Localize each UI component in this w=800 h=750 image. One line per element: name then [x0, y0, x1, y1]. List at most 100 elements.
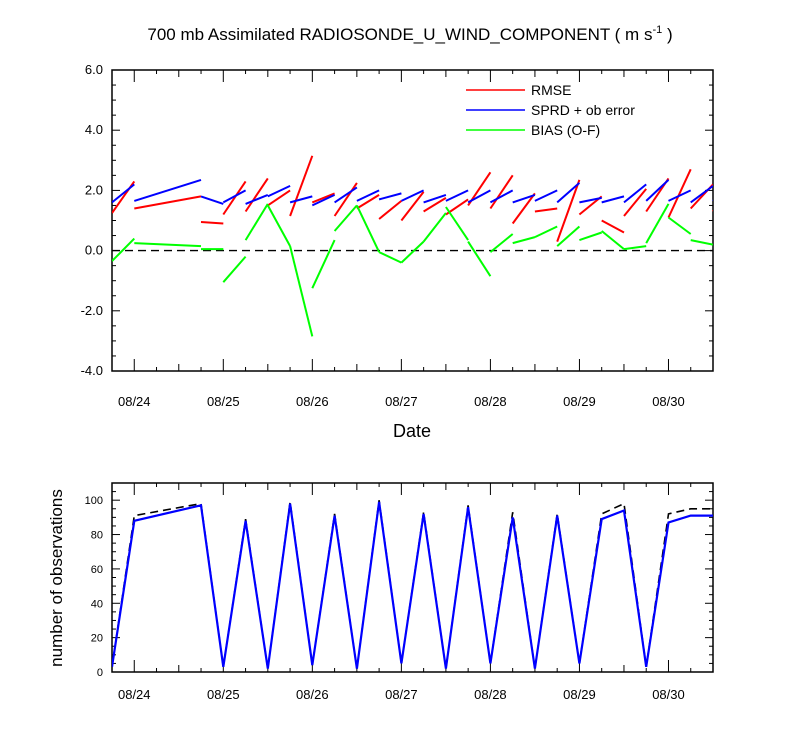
- sprd-line-segment: [645, 179, 670, 202]
- bias-line-segment: [512, 236, 536, 245]
- bias-line-segment: [112, 237, 136, 262]
- top-plot-area: -4.0 -2.0 0.0 2.0 4.0 6.0 08/24 08/25 08/26 08/27…: [81, 62, 714, 409]
- x-tick-label: 08/29: [563, 687, 596, 702]
- y-tick-label: 40: [91, 598, 103, 610]
- y-tick-label: 100: [85, 495, 103, 507]
- rmse-line-segment: [712, 209, 713, 212]
- rmse-line-segment: [200, 221, 224, 225]
- bias-line-segment: [400, 240, 425, 264]
- sprd-line-segment: [245, 193, 269, 205]
- y-tick-label: 20: [91, 633, 103, 645]
- x-tick-label: 08/26: [296, 394, 329, 409]
- rmse-legend-label: RMSE: [531, 82, 571, 98]
- sprd-line-segment: [378, 192, 402, 201]
- bias-line-segment: [289, 245, 314, 337]
- sprd-line-segment: [467, 189, 491, 204]
- y-tick-label: 2.0: [85, 182, 103, 197]
- y-tick-label: -4.0: [81, 363, 103, 378]
- x-tick-label: 08/29: [563, 394, 596, 409]
- sprd-line-segment: [489, 189, 514, 204]
- rmse-line-segment: [222, 180, 247, 216]
- sprd-line-segment: [512, 193, 536, 204]
- rmse-line-segment: [267, 189, 291, 207]
- sprd-line-segment: [222, 189, 247, 204]
- bias-line-segment: [355, 204, 381, 253]
- top-chart: 700 mb Assimilated RADIOSONDE_U_WIND_COM…: [81, 24, 714, 441]
- y-tick-label: 80: [91, 530, 103, 542]
- sprd-line-segment: [556, 182, 581, 204]
- x-tick-label: 08/25: [207, 687, 240, 702]
- y-tick-label: 0.0: [85, 243, 103, 258]
- x-tick-label: 08/26: [296, 687, 329, 702]
- rmse-line-segment: [601, 219, 625, 234]
- rmse-line-segment: [623, 188, 647, 217]
- bias-line-segment: [667, 216, 692, 235]
- y-tick-label: 60: [91, 564, 103, 576]
- bias-line-segment: [222, 255, 247, 283]
- bias-line-segment: [534, 225, 558, 239]
- bias-line-segment: [378, 251, 402, 264]
- rmse-line-segment: [511, 192, 536, 225]
- sprd-line-segment: [133, 178, 202, 202]
- bias-line-segment: [489, 233, 514, 253]
- bias-line-segment: [333, 204, 358, 232]
- sprd-line-segment: [334, 186, 358, 204]
- chart-title: 700 mb Assimilated RADIOSONDE_U_WIND_COM…: [147, 24, 672, 44]
- bias-line-segment: [623, 245, 647, 251]
- x-tick-label: 08/24: [118, 687, 151, 702]
- rmse-line-segment: [289, 155, 314, 217]
- rmse-line-segment: [378, 200, 403, 220]
- legend: RMSE SPRD + ob error BIAS (O-F): [466, 82, 635, 138]
- x-tick-label: 08/30: [652, 687, 685, 702]
- sprd-line-segment: [579, 196, 602, 204]
- series-lines: [112, 155, 713, 337]
- bias-line-segment: [579, 231, 603, 242]
- bias-line-segment: [645, 203, 670, 244]
- bias-line-segment: [601, 230, 625, 250]
- y-axis-label: number of observations: [47, 489, 66, 667]
- bias-line-segment: [445, 206, 469, 241]
- bias-line-segment: [134, 242, 202, 248]
- x-tick-label: 08/24: [118, 394, 151, 409]
- rmse-line-segment: [356, 194, 380, 210]
- sprd-line-segment: [445, 189, 469, 202]
- bias-line-segment: [556, 225, 581, 247]
- sprd-line-segment: [601, 195, 625, 204]
- bias-line-segment: [311, 239, 336, 289]
- x-tick-label: 08/30: [652, 394, 685, 409]
- x-tick-label: 08/28: [474, 687, 507, 702]
- rmse-line-segment: [556, 179, 581, 242]
- sprd-line-segment: [623, 183, 647, 204]
- x-tick-label: 08/25: [207, 394, 240, 409]
- sprd-line-segment: [534, 189, 558, 202]
- rmse-line-segment: [423, 197, 447, 213]
- bias-legend-label: BIAS (O-F): [531, 122, 600, 138]
- x-tick-label: 08/27: [385, 394, 418, 409]
- y-tick-label: 6.0: [85, 62, 103, 77]
- bias-line-segment: [244, 203, 269, 241]
- sprd-legend-label: SPRD + ob error: [531, 102, 635, 118]
- sprd-line-segment: [690, 185, 713, 204]
- observation-lines: [112, 500, 713, 669]
- sprd-line-segment: [267, 184, 291, 198]
- sprd-line-segment: [200, 195, 224, 205]
- sprd-line-segment: [400, 189, 425, 202]
- rmse-line-segment: [244, 177, 269, 213]
- rmse-line-segment: [667, 168, 692, 218]
- sprd-line-segment: [311, 193, 336, 207]
- bias-line-segment: [712, 246, 713, 248]
- bottom-chart: 0 20 40 60 80 100 08/24 08/25 08/26 08/27 08/28 08/…: [47, 482, 714, 702]
- sprd-line-segment: [712, 199, 713, 201]
- rmse-line-segment: [311, 192, 335, 204]
- rmse-line-segment: [333, 182, 358, 217]
- sprd-line-segment: [356, 189, 380, 202]
- sprd-line-segment: [112, 183, 135, 204]
- y-tick-label: 4.0: [85, 122, 103, 137]
- sprd-line-segment: [289, 195, 313, 204]
- rmse-line-segment: [489, 174, 514, 210]
- y-tick-label: 0: [97, 667, 103, 679]
- bottom-plot-area: 0 20 40 60 80 100 08/24 08/25 08/26 08/27 08/28 08/…: [85, 482, 714, 702]
- x-tick-label: 08/28: [474, 394, 507, 409]
- sprd-line-segment: [423, 193, 447, 204]
